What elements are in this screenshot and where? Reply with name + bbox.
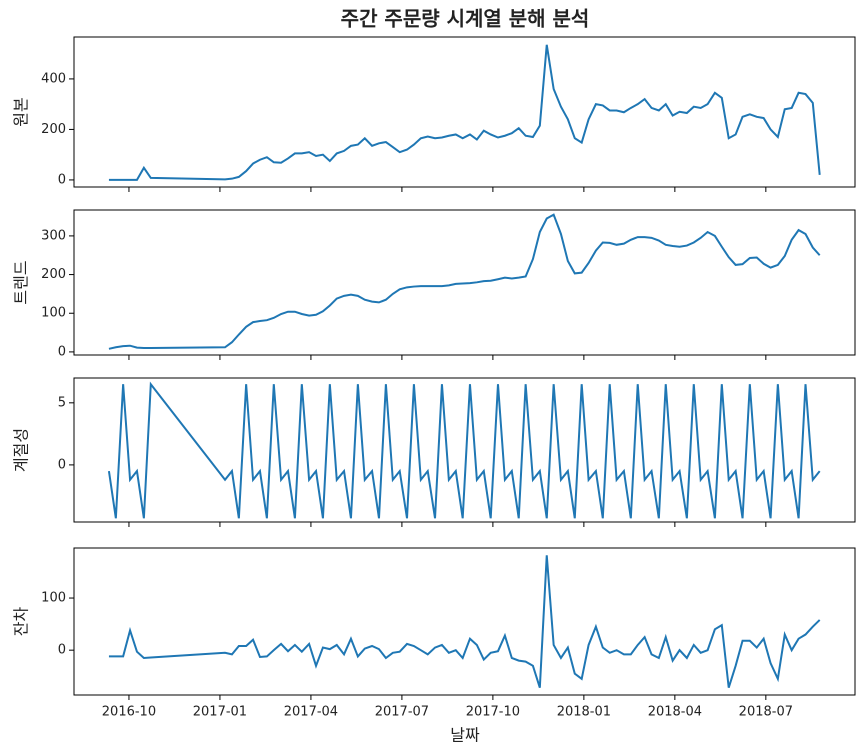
- x-tick-label: 2018-07: [739, 705, 793, 720]
- y-axis-label: 트렌드: [12, 260, 31, 304]
- x-tick-label: 2017-10: [466, 705, 520, 720]
- axes-frame: [73, 36, 856, 188]
- x-tick-label: 2016-10: [102, 705, 156, 720]
- y-tick-label: 200: [41, 122, 66, 137]
- chart-title: 주간 주문량 시계열 분해 분석: [341, 7, 590, 31]
- y-axis-label: 잔차: [12, 607, 31, 637]
- y-tick-label: 5: [58, 395, 66, 410]
- axes-frame: [73, 377, 856, 523]
- x-axis-label: 날짜: [450, 726, 480, 745]
- data-line: [108, 44, 821, 181]
- x-tick-label: 2017-07: [375, 705, 429, 720]
- data-line: [107, 381, 821, 519]
- x-tick-label: 2017-01: [193, 705, 247, 720]
- y-tick-label: 200: [41, 267, 66, 282]
- y-tick-label: 400: [41, 71, 66, 86]
- y-tick-label: 100: [41, 306, 66, 321]
- y-tick-label: 0: [58, 643, 66, 658]
- x-tick-label: 2018-04: [648, 705, 702, 720]
- axes-frame: [73, 209, 856, 356]
- y-axis-label: 원본: [12, 97, 31, 126]
- x-tick-label: 2017-04: [284, 705, 338, 720]
- y-tick-label: 0: [58, 344, 66, 359]
- y-tick-label: 0: [58, 172, 66, 187]
- y-axis-label: 계절성: [12, 428, 31, 472]
- y-tick-label: 100: [41, 591, 66, 606]
- data-line: [108, 213, 821, 350]
- data-line: [108, 555, 821, 689]
- axes-frame: [73, 547, 856, 696]
- y-tick-label: 0: [58, 457, 66, 472]
- x-tick-label: 2018-01: [557, 705, 611, 720]
- y-tick-label: 300: [41, 228, 66, 243]
